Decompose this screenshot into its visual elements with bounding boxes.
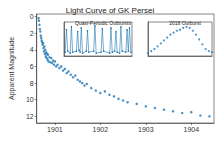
svg-text:Quasi-Periodic Outbursts: Quasi-Periodic Outbursts [75,20,131,26]
svg-text:0: 0 [30,13,34,20]
svg-text:2: 2 [30,30,34,37]
svg-text:8: 8 [30,80,34,87]
svg-text:Apparent Magnitude: Apparent Magnitude [8,37,16,100]
svg-text:1901: 1901 [47,126,63,133]
svg-text:4: 4 [30,46,34,53]
svg-text:1904: 1904 [183,126,199,133]
svg-text:Light Curve of GK Persei: Light Curve of GK Persei [66,6,155,15]
svg-text:12: 12 [26,113,34,120]
svg-text:6: 6 [30,63,34,70]
svg-text:1902: 1902 [93,126,109,133]
svg-text:2018 Outburst: 2018 Outburst [169,20,201,26]
svg-text:1903: 1903 [138,126,154,133]
svg-text:10: 10 [26,96,34,103]
